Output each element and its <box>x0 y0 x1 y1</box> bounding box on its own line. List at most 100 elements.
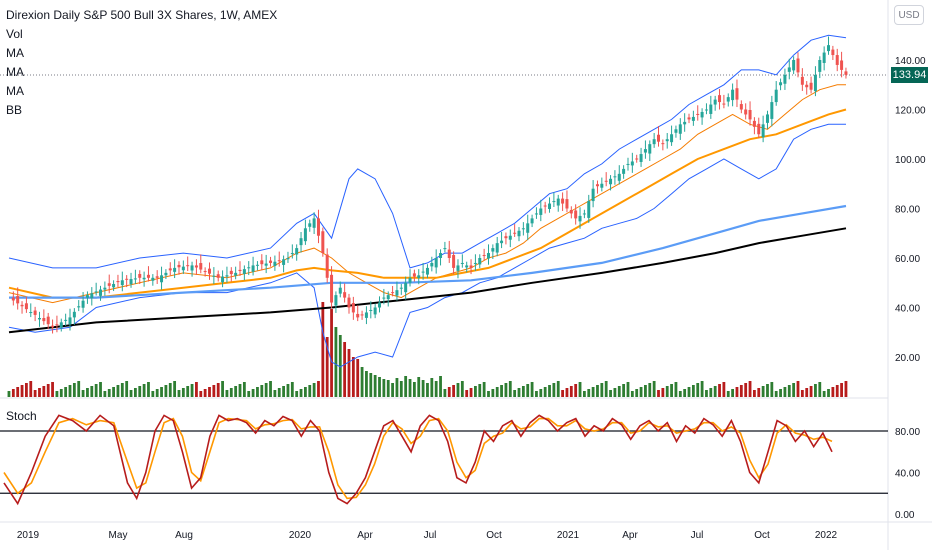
volume-bar <box>744 383 748 397</box>
candle-body <box>657 134 661 142</box>
volume-bar <box>674 382 678 397</box>
candle-body <box>552 201 556 203</box>
candle-body <box>125 278 129 280</box>
volume-bar <box>635 389 639 397</box>
y-tick-label: 60.00 <box>895 254 920 265</box>
candle-body <box>99 289 103 296</box>
volume-bar <box>630 391 634 397</box>
candle-body <box>138 273 142 278</box>
candle-body <box>425 267 429 275</box>
candle-body <box>443 248 447 250</box>
candle-body <box>713 99 717 105</box>
candle-body <box>260 260 264 265</box>
volume-bar <box>29 381 33 397</box>
volume-bar <box>264 383 268 397</box>
candle-body <box>238 269 242 271</box>
volume-bar <box>151 391 155 397</box>
candle-body <box>282 259 286 265</box>
candle-body <box>844 71 848 75</box>
candle-body <box>203 271 207 273</box>
x-tick-label: Oct <box>754 530 770 541</box>
candle-body <box>774 89 778 103</box>
candle-body <box>190 265 194 271</box>
volume-bar <box>787 385 791 397</box>
candle-body <box>809 82 813 90</box>
candle-body <box>334 295 338 306</box>
volume-bar <box>86 388 89 397</box>
candle-body <box>513 232 517 234</box>
currency-badge[interactable]: USD <box>894 5 924 25</box>
candle-body <box>604 180 608 182</box>
candle-body <box>160 275 164 283</box>
candle-body <box>29 312 33 314</box>
bb-upper-line <box>8 34 847 269</box>
volume-bar <box>587 389 591 397</box>
candle-body <box>303 228 307 242</box>
volume-bar <box>68 385 72 397</box>
volume-bar <box>290 382 294 397</box>
volume-bar <box>622 384 626 397</box>
candle-body <box>199 263 203 270</box>
volume-bar <box>382 379 386 397</box>
stoch-pane-label[interactable]: Stoch <box>6 409 37 423</box>
volume-bar <box>282 386 286 397</box>
volume-bar <box>735 387 739 397</box>
volume-bar <box>251 389 255 397</box>
volume-bar <box>465 390 469 397</box>
candle-body <box>500 240 504 244</box>
candle-body <box>373 307 377 315</box>
volume-bar <box>160 387 163 397</box>
candle-body <box>617 173 621 181</box>
volume-bar <box>827 389 830 397</box>
volume-bar <box>530 382 534 397</box>
legend-item-vol[interactable]: Vol <box>6 27 23 41</box>
candle-body <box>574 210 578 219</box>
candle-body <box>112 283 116 288</box>
volume-bar <box>11 389 15 397</box>
volume-bar <box>770 382 774 397</box>
x-tick-label: 2020 <box>289 530 312 541</box>
candle-body <box>269 260 273 263</box>
volume-bar <box>142 384 146 397</box>
volume-bar <box>600 383 604 397</box>
volume-bar <box>561 390 564 397</box>
volume-bar <box>343 342 347 397</box>
volume-bar <box>399 381 403 397</box>
volume-bar <box>430 378 434 397</box>
candle-body <box>364 312 368 318</box>
candle-body <box>643 149 647 153</box>
volume-bar <box>840 383 843 397</box>
candle-body <box>648 144 652 154</box>
volume-bar <box>55 391 59 397</box>
legend-item-ma-2[interactable]: MA <box>6 65 24 79</box>
candle-body <box>530 218 534 224</box>
volume-bar <box>129 390 133 397</box>
volume-bar <box>116 385 120 397</box>
volume-bar <box>609 390 612 397</box>
volume-bar <box>739 385 743 397</box>
candle-body <box>212 275 216 277</box>
candle-body <box>299 238 303 246</box>
volume-bar <box>500 385 503 397</box>
legend-item-ma-1[interactable]: MA <box>6 46 24 60</box>
volume-bar <box>404 376 408 397</box>
legend-item-bb[interactable]: BB <box>6 103 23 117</box>
volume-bar <box>617 386 621 397</box>
last-price-tag: 133.94 <box>891 67 928 83</box>
candle-body <box>347 297 351 308</box>
volume-bar <box>478 384 482 397</box>
volume-bar <box>452 385 456 397</box>
candle-body <box>569 209 573 214</box>
volume-bar <box>648 383 652 397</box>
volume-bar <box>556 381 560 397</box>
legend-item-ma-3[interactable]: MA <box>6 84 24 98</box>
candle-body <box>242 269 246 274</box>
volume-bar <box>709 388 713 397</box>
candle-body <box>670 134 674 143</box>
candle-body <box>818 60 822 72</box>
candle-body <box>194 265 198 268</box>
candle-body <box>142 277 146 280</box>
x-tick-label: Jul <box>424 530 437 541</box>
candle-body <box>225 275 229 277</box>
